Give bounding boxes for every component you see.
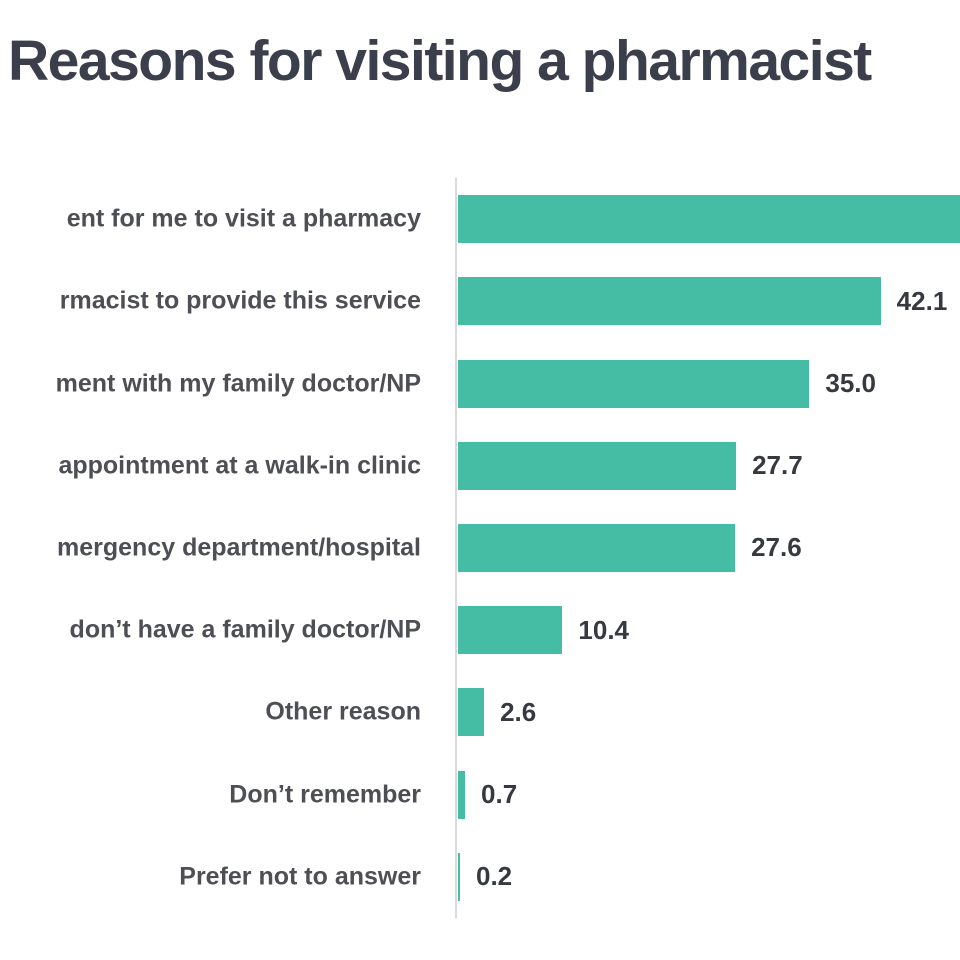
bar-group: 0.2 xyxy=(458,836,512,918)
bar-group: 27.6 xyxy=(458,507,802,589)
category-label: Don’t remember xyxy=(229,780,421,809)
chart-title: Reasons for visiting a pharmacist xyxy=(8,29,872,93)
bar-row: Prefer not to answer 0.2 xyxy=(0,836,960,918)
bar-row: ent for me to visit a pharmacy xyxy=(0,178,960,260)
bar xyxy=(458,195,960,244)
bar xyxy=(458,277,881,326)
bar-group: 35.0 xyxy=(458,342,876,424)
y-axis-line xyxy=(455,178,457,918)
bar-group: 27.7 xyxy=(458,425,803,507)
bar xyxy=(458,606,563,655)
bar xyxy=(458,770,466,819)
category-label: ment with my family doctor/NP xyxy=(55,369,421,398)
bar-group: 2.6 xyxy=(458,671,536,753)
category-label: appointment at a walk-in clinic xyxy=(58,451,421,480)
value-label: 27.6 xyxy=(751,532,802,563)
bar xyxy=(458,441,737,490)
category-label: Prefer not to answer xyxy=(179,862,421,891)
category-label: Other reason xyxy=(265,697,421,726)
category-label: rmacist to provide this service xyxy=(59,286,421,315)
value-label: 35.0 xyxy=(825,368,876,399)
bar-row: appointment at a walk-in clinic 27.7 xyxy=(0,425,960,507)
bar-chart: ent for me to visit a pharmacy rmacist t… xyxy=(0,178,960,918)
category-label: don’t have a family doctor/NP xyxy=(69,615,421,644)
bar-group: 10.4 xyxy=(458,589,629,671)
value-label: 0.2 xyxy=(476,861,513,892)
bar-row: rmacist to provide this service 42.1 xyxy=(0,260,960,342)
bar-group: 0.7 xyxy=(458,754,517,836)
bar-row: don’t have a family doctor/NP 10.4 xyxy=(0,589,960,671)
bar-row: ment with my family doctor/NP 35.0 xyxy=(0,342,960,424)
bar xyxy=(458,852,460,901)
value-label: 0.7 xyxy=(481,779,518,810)
bar xyxy=(458,523,736,572)
category-label: mergency department/hospital xyxy=(57,533,421,562)
bar xyxy=(458,359,810,408)
value-label: 2.6 xyxy=(500,696,537,727)
value-label: 42.1 xyxy=(896,285,948,316)
bar-group xyxy=(458,178,960,260)
bar xyxy=(458,688,485,737)
bar-row: Other reason 2.6 xyxy=(0,671,960,753)
value-label: 10.4 xyxy=(578,614,630,645)
value-label: 27.7 xyxy=(752,450,803,481)
bar-rows: ent for me to visit a pharmacy rmacist t… xyxy=(0,178,960,918)
bar-row: mergency department/hospital 27.6 xyxy=(0,507,960,589)
category-label: ent for me to visit a pharmacy xyxy=(66,204,421,233)
bar-group: 42.1 xyxy=(458,260,947,342)
bar-row: Don’t remember 0.7 xyxy=(0,754,960,836)
